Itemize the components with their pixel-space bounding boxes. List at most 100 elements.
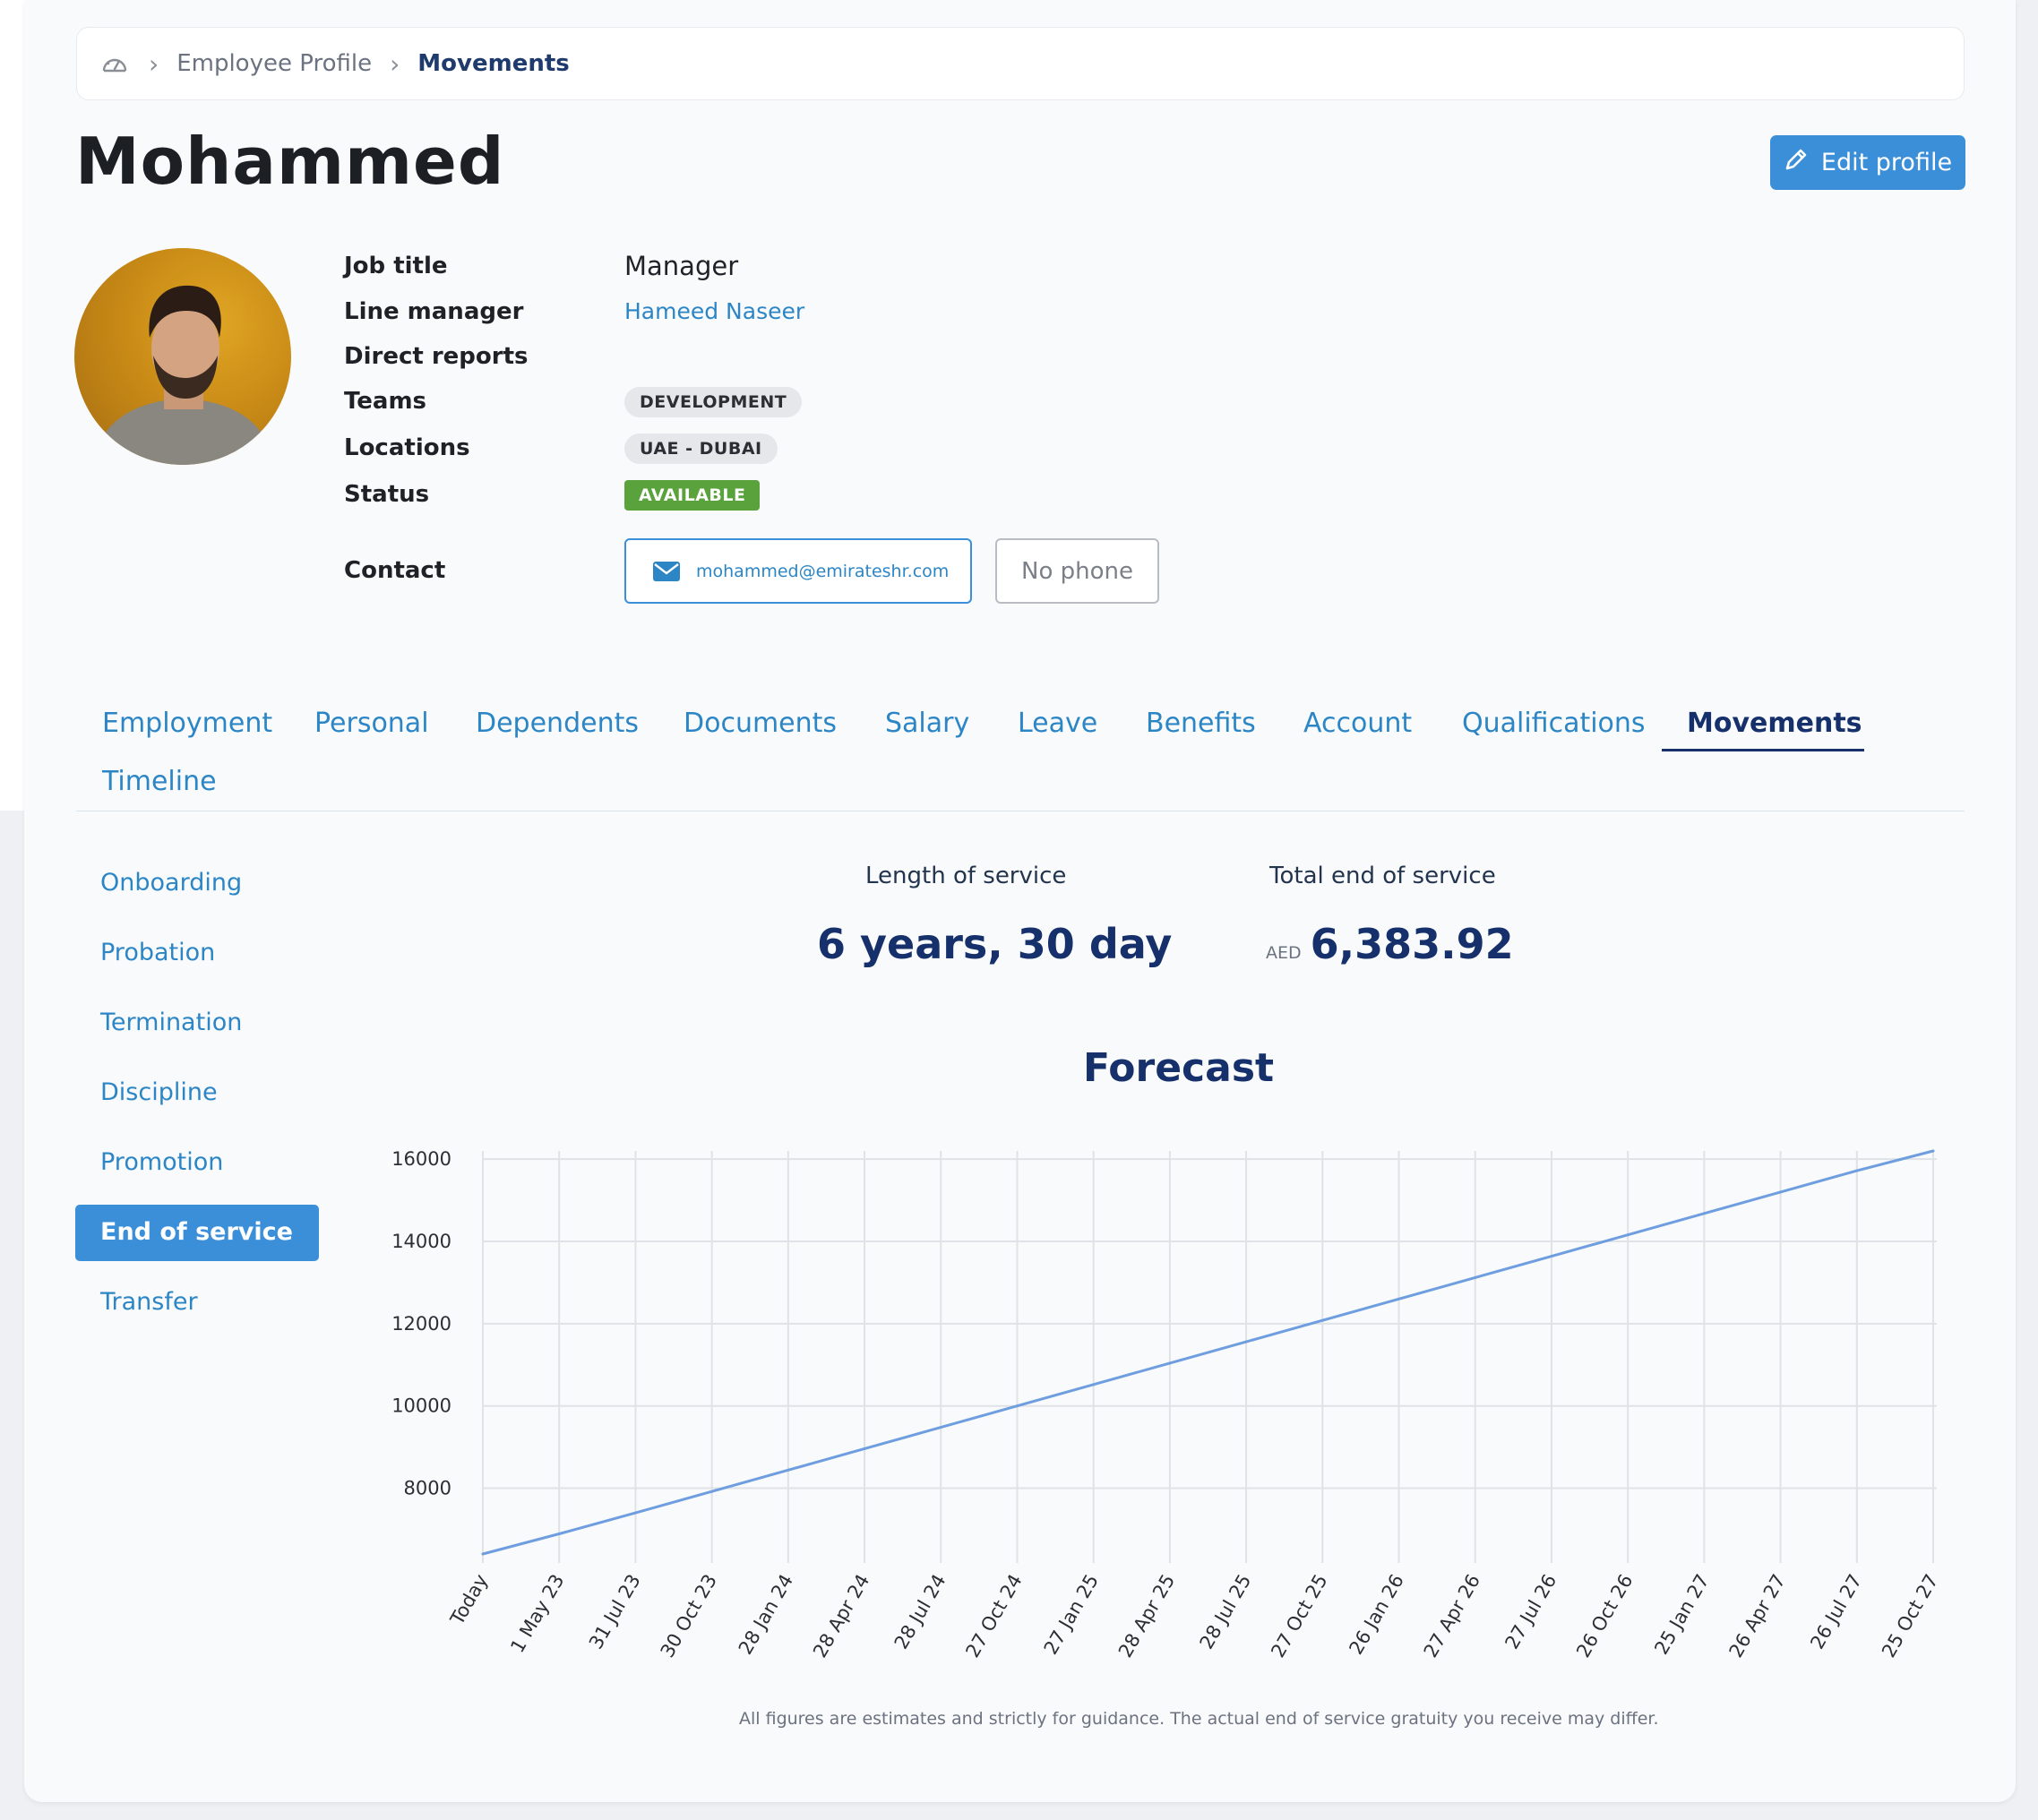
side-item-termination[interactable]: Termination [100, 1009, 243, 1036]
left-rail [0, 0, 24, 811]
line-manager-label: Line manager [344, 298, 524, 325]
x-tick-label: 26 Oct 26 [1572, 1571, 1637, 1661]
contact-label: Contact [344, 557, 446, 584]
total-end-of-service-value: AED 6,383.92 [1266, 920, 1514, 968]
tab-timeline[interactable]: Timeline [102, 766, 217, 797]
forecast-data-point [1931, 1149, 1935, 1153]
forecast-data-point [1015, 1404, 1019, 1408]
profile-card [24, 0, 2016, 1802]
x-tick-label: 28 Jul 24 [890, 1571, 950, 1653]
tab-account[interactable]: Account [1303, 708, 1413, 739]
tab-movements[interactable]: Movements [1687, 708, 1862, 739]
disclaimer-text: All figures are estimates and strictly f… [739, 1709, 1659, 1729]
edit-profile-label: Edit profile [1820, 149, 1953, 176]
forecast-data-point [710, 1489, 714, 1493]
forecast-data-point [1626, 1233, 1630, 1237]
y-tick-label: 10000 [391, 1395, 451, 1417]
x-tick-label: 27 Oct 25 [1267, 1571, 1331, 1661]
job-title-value: Manager [624, 251, 739, 281]
forecast-data-point [1702, 1212, 1706, 1215]
forecast-data-point [1092, 1383, 1096, 1386]
forecast-data-point [633, 1511, 637, 1515]
breadcrumb-employee-profile[interactable]: Employee Profile [176, 50, 373, 77]
tab-leave[interactable]: Leave [1018, 708, 1098, 739]
forecast-data-point [481, 1552, 485, 1556]
side-item-promotion[interactable]: Promotion [100, 1148, 224, 1176]
x-tick-label: 28 Apr 25 [1114, 1571, 1179, 1661]
x-tick-label: 28 Jan 24 [735, 1571, 797, 1659]
tab-benefits[interactable]: Benefits [1146, 708, 1256, 739]
side-item-discipline[interactable]: Discipline [100, 1078, 218, 1106]
avatar [74, 248, 291, 465]
breadcrumb-movements: Movements [417, 50, 570, 77]
breadcrumb: › Employee Profile › Movements [76, 27, 1965, 100]
tab-dependents[interactable]: Dependents [476, 708, 639, 739]
x-tick-label: 27 Apr 26 [1420, 1571, 1484, 1661]
teams-label: Teams [344, 388, 427, 415]
email-button[interactable]: mohammed@emirateshr.com [624, 538, 972, 604]
line-manager-link[interactable]: Hameed Naseer [624, 298, 805, 324]
chevron-right-icon: › [390, 48, 400, 79]
x-tick-label: 31 Jul 23 [585, 1571, 645, 1653]
side-item-probation[interactable]: Probation [100, 939, 216, 966]
tab-employment[interactable]: Employment [102, 708, 273, 739]
x-tick-label: 28 Jul 25 [1196, 1571, 1256, 1653]
side-item-onboarding[interactable]: Onboarding [100, 869, 243, 897]
forecast-data-point [1779, 1190, 1783, 1194]
chart-title: Forecast [1083, 1045, 1275, 1091]
total-end-of-service-label: Total end of service [1269, 863, 1496, 889]
forecast-data-point [1550, 1255, 1553, 1258]
length-of-service-value: 6 years, 30 day [817, 920, 1173, 968]
forecast-data-point [787, 1468, 790, 1472]
status-label: Status [344, 481, 430, 508]
y-tick-label: 14000 [391, 1231, 451, 1252]
x-tick-label: Today [446, 1571, 493, 1629]
x-tick-label: 27 Oct 24 [961, 1571, 1026, 1661]
x-tick-label: 1 May 23 [506, 1571, 568, 1657]
x-tick-label: 27 Jul 26 [1501, 1571, 1561, 1653]
x-tick-label: 25 Jan 27 [1650, 1571, 1713, 1659]
edit-profile-button[interactable]: Edit profile [1770, 135, 1965, 190]
tab-personal[interactable]: Personal [314, 708, 429, 739]
direct-reports-label: Direct reports [344, 343, 529, 370]
dashboard-gauge-icon[interactable] [100, 48, 131, 79]
side-item-transfer[interactable]: Transfer [100, 1288, 198, 1316]
envelope-icon [653, 561, 680, 581]
forecast-data-point [1320, 1318, 1324, 1322]
pencil-icon [1784, 147, 1809, 178]
tab-documents[interactable]: Documents [684, 708, 838, 739]
email-text: mohammed@emirateshr.com [696, 561, 950, 581]
y-tick-label: 16000 [391, 1148, 451, 1170]
total-amount: 6,383.92 [1310, 920, 1514, 968]
side-item-end-of-service[interactable]: End of service [100, 1218, 293, 1246]
tab-qualifications[interactable]: Qualifications [1462, 708, 1646, 739]
location-badge: UAE - DUBAI [624, 434, 778, 464]
forecast-data-point [939, 1426, 942, 1429]
currency-label: AED [1266, 943, 1302, 963]
locations-label: Locations [344, 434, 470, 461]
x-tick-label: 25 Oct 27 [1878, 1571, 1942, 1661]
status-badge: AVAILABLE [624, 480, 761, 511]
x-tick-label: 26 Jul 27 [1806, 1571, 1866, 1653]
side-active-background [75, 1205, 319, 1261]
tab-salary[interactable]: Salary [885, 708, 970, 739]
forecast-data-point [1855, 1169, 1859, 1172]
y-tick-label: 12000 [391, 1313, 451, 1335]
x-tick-label: 30 Oct 23 [657, 1571, 721, 1661]
active-tab-underline [1662, 749, 1864, 751]
page-title: Mohammed [75, 124, 505, 199]
forecast-series-line [482, 1149, 1934, 1556]
forecast-data-point [1474, 1275, 1477, 1279]
phone-button[interactable]: No phone [995, 538, 1159, 604]
chevron-right-icon: › [149, 48, 159, 79]
x-tick-label: 26 Jan 26 [1345, 1571, 1407, 1659]
team-badge: DEVELOPMENT [624, 387, 803, 417]
forecast-data-point [557, 1532, 561, 1535]
forecast-data-point [1397, 1297, 1401, 1301]
length-of-service-label: Length of service [865, 863, 1067, 889]
x-tick-label: 26 Apr 27 [1725, 1571, 1790, 1661]
x-tick-label: 28 Apr 24 [809, 1571, 873, 1661]
phone-text: No phone [1021, 557, 1133, 585]
y-tick-label: 8000 [404, 1478, 451, 1499]
